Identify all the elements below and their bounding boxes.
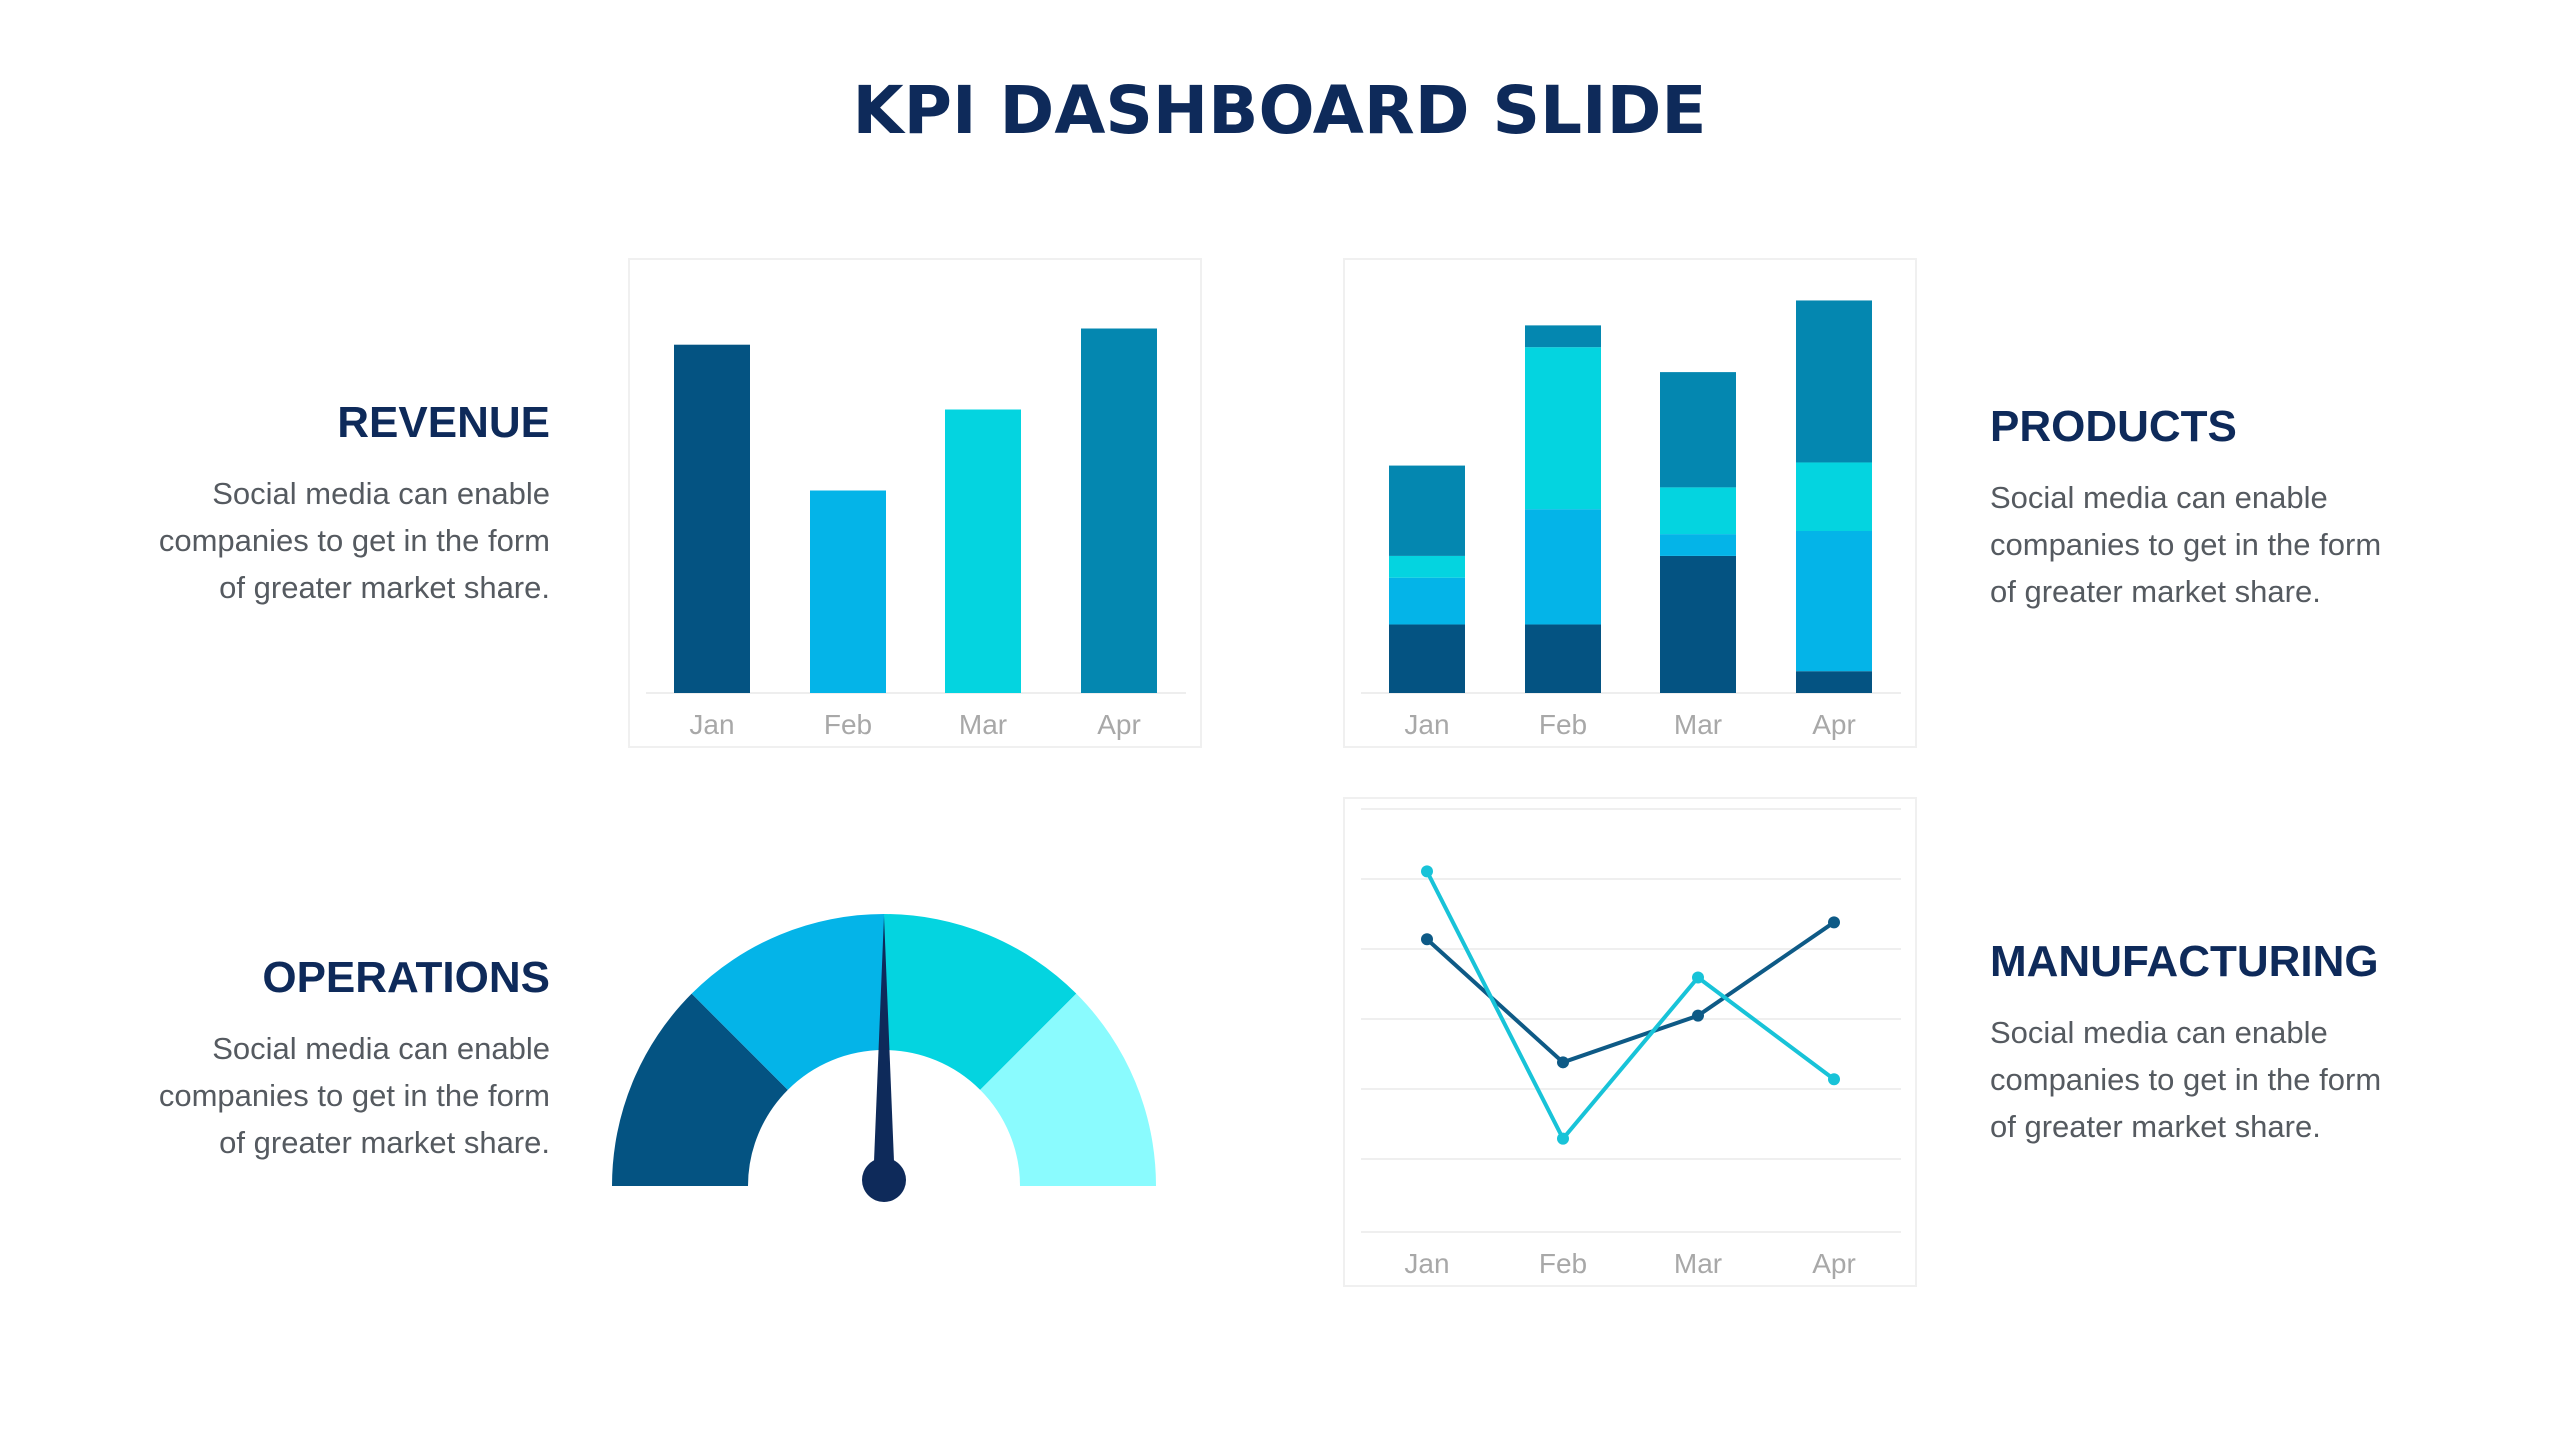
manufacturing-description: Social media can enable companies to get… [1990,1009,2510,1150]
products-x-tick-label: Apr [1812,709,1856,740]
products-bar-segment [1389,624,1465,693]
manufacturing-desc-line-1: Social media can enable [1990,1015,2328,1050]
manufacturing-point [1421,865,1433,878]
products-bar-segment [1796,671,1872,693]
products-title: PRODUCTS [1990,402,2237,451]
products-desc-line-3: of greater market share. [1990,574,2321,609]
products-x-tick-label: Jan [1404,709,1449,740]
products-bar-segment [1525,347,1601,510]
products-bar-segment [1525,325,1601,348]
products-bar-segment [1660,372,1736,488]
manufacturing-point [1828,1073,1840,1086]
gauge-needle [873,916,895,1186]
products-bar-segment [1660,534,1736,556]
products-bar-segment [1660,487,1736,535]
products-x-tick-label: Feb [1539,709,1587,740]
products-bar-segment [1796,300,1872,463]
manufacturing-x-tick-label: Apr [1812,1248,1856,1279]
revenue-desc-line-3: of greater market share. [219,570,550,605]
operations-desc-line-1: Social media can enable [212,1031,550,1066]
revenue-bar [1081,328,1157,693]
gauge-segment [612,993,788,1186]
revenue-x-tick-label: Feb [824,709,872,740]
revenue-bar-chart: Jan Feb Mar Apr [646,328,1186,740]
products-bar-segment [1796,531,1872,672]
products-bar-segment [1389,577,1465,625]
products-desc-line-2: companies to get in the form [1990,527,2382,562]
revenue-x-tick-label: Jan [689,709,734,740]
gauge-segment [884,914,1077,1090]
products-bar-segment [1796,462,1872,531]
slide-title: KPI DASHBOARD SLIDE [852,72,1707,149]
revenue-description: Social media can enable companies to get… [80,470,550,611]
manufacturing-point [1692,971,1704,984]
revenue-bar [810,490,886,693]
manufacturing-point [1692,1009,1704,1022]
revenue-x-tick-label: Mar [959,709,1007,740]
operations-desc-line-2: companies to get in the form [158,1078,550,1113]
manufacturing-x-tick-label: Mar [1674,1248,1722,1279]
operations-desc-line-3: of greater market share. [219,1125,550,1160]
manufacturing-point [1421,933,1433,946]
products-description: Social media can enable companies to get… [1990,474,2510,615]
revenue-bar [945,409,1021,693]
gauge-segment [980,993,1156,1186]
manufacturing-chart-panel: Jan Feb Mar Apr [1343,797,1917,1287]
products-x-tick-label: Mar [1674,709,1722,740]
gauge-segment [691,914,884,1090]
products-desc-line-1: Social media can enable [1990,480,2328,515]
manufacturing-line-chart: Jan Feb Mar Apr [1361,808,1901,1279]
manufacturing-title: MANUFACTURING [1990,937,2379,986]
products-bar-segment [1660,555,1736,693]
revenue-title: REVENUE [337,398,550,447]
manufacturing-point [1557,1056,1569,1069]
manufacturing-point [1557,1132,1569,1145]
products-stacked-bar-chart: Jan Feb Mar Apr [1361,300,1901,740]
operations-gauge-chart [612,914,1156,1202]
manufacturing-point [1828,916,1840,929]
manufacturing-x-tick-label: Feb [1539,1248,1587,1279]
manufacturing-desc-line-3: of greater market share. [1990,1109,2321,1144]
manufacturing-desc-line-2: companies to get in the form [1990,1062,2382,1097]
revenue-bar [674,344,750,693]
revenue-chart-panel: Jan Feb Mar Apr [628,258,1202,748]
revenue-x-tick-label: Apr [1097,709,1141,740]
manufacturing-series-line [1425,870,1836,1143]
products-bar-segment [1389,555,1465,578]
products-bar-segment [1389,465,1465,556]
revenue-desc-line-1: Social media can enable [212,476,550,511]
operations-description: Social media can enable companies to get… [80,1025,550,1166]
revenue-desc-line-2: companies to get in the form [158,523,550,558]
products-bar-segment [1525,624,1601,693]
manufacturing-x-tick-label: Jan [1404,1248,1449,1279]
gauge-needle-hub [862,1158,906,1202]
products-chart-panel: Jan Feb Mar Apr [1343,258,1917,748]
operations-title: OPERATIONS [262,953,550,1002]
products-bar-segment [1525,509,1601,625]
